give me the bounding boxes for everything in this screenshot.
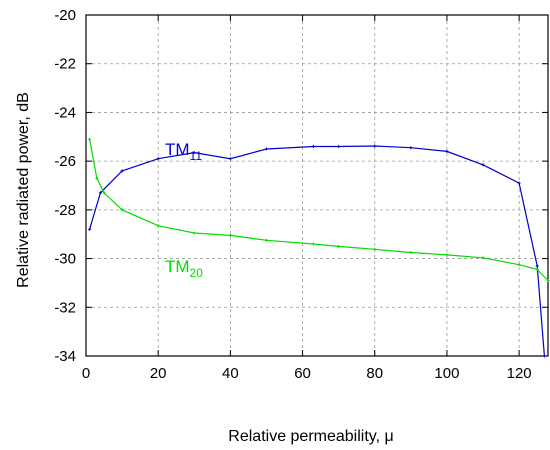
y-tick-label: -28 xyxy=(54,202,76,219)
series-label-tm20: TM20 xyxy=(165,257,203,280)
x-tick-label: 20 xyxy=(150,365,167,382)
y-tick-label: -30 xyxy=(54,251,76,268)
series-tm11 xyxy=(88,144,546,358)
series-line-tm11 xyxy=(89,145,545,357)
x-tick-label: 80 xyxy=(366,365,383,382)
grid-layer xyxy=(86,15,548,356)
series-label-tm20-main: TM xyxy=(165,257,190,276)
x-tick-label: 0 xyxy=(82,365,90,382)
series-tm20 xyxy=(88,137,550,282)
x-axis: 0 20 40 60 80 100 120 xyxy=(82,15,532,382)
y-tick-label: -24 xyxy=(54,104,76,121)
series-layer xyxy=(88,137,550,358)
x-tick-label: 120 xyxy=(507,365,532,382)
y-axis-label: Relative radiated power, dB xyxy=(15,92,32,288)
series-label-tm11-sub: 11 xyxy=(190,149,203,163)
y-tick-label: -34 xyxy=(54,348,76,365)
y-tick-label: -20 xyxy=(54,7,76,24)
y-axis: -34 -32 -30 -28 -26 -24 -22 -20 xyxy=(54,7,548,365)
series-label-tm11-main: TM xyxy=(165,140,190,159)
series-label-tm20-sub: 20 xyxy=(190,266,204,280)
series-label-tm11: TM11 xyxy=(165,140,202,163)
x-axis-label: Relative permeability, μ xyxy=(228,428,393,445)
y-tick-label: -26 xyxy=(54,153,76,170)
plot-frame xyxy=(85,14,549,357)
x-tick-label: 100 xyxy=(434,365,459,382)
y-tick-label: -22 xyxy=(54,56,76,73)
x-tick-label: 40 xyxy=(222,365,239,382)
x-tick-label: 60 xyxy=(294,365,311,382)
y-tick-label: -32 xyxy=(54,299,76,316)
